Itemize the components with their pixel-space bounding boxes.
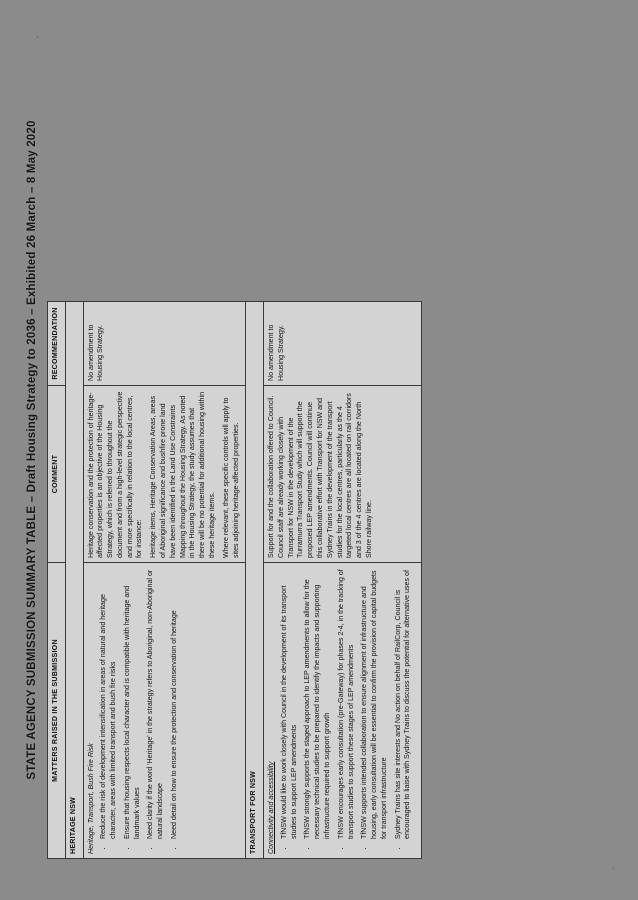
scan-artifact [612,867,614,870]
recommendation-cell-transport-for-nsw: No amendment to Housing Strategy. [263,301,422,386]
list-item: TfNSW supports intended collaboration to… [360,567,389,840]
list-item: Sydney Trains has site interests and No … [394,567,414,840]
comment-paragraph: Heritage items, Heritage Conservation Ar… [149,391,216,558]
agency-topics-heritage-nsw: Heritage, Transport, Bush Fire Risk [86,743,95,854]
list-item: TfNSW would like to work closely with Co… [280,567,300,840]
matters-bullet-list-transport-for-nsw: TfNSW would like to work closely with Co… [280,567,413,854]
state-agency-submission-summary-table: MATTERS RAISED IN THE SUBMISSION COMMENT… [47,301,423,859]
comment-paragraph: Heritage conservation and the protection… [86,391,144,558]
column-header-comment: COMMENT [47,385,66,563]
recommendation-cell-heritage-nsw: No amendment to Housing Strategy. [83,301,246,386]
comment-cell-heritage-nsw: Heritage conservation and the protection… [83,385,246,563]
comment-paragraph: Where relevant, these specific controls … [221,397,240,558]
column-header-matters: MATTERS RAISED IN THE SUBMISSION [47,562,66,859]
section-heading-row: TRANSPORT FOR NSW [245,301,264,859]
list-item: Need clarity if the word 'Heritage' in t… [146,567,166,840]
section-heading-transport-for-nsw: TRANSPORT FOR NSW [245,301,264,859]
comment-paragraph: Support for and the collaboration offere… [267,393,373,558]
matters-cell-heritage-nsw: Heritage, Transport, Bush Fire Risk Redu… [83,562,246,859]
list-item: TfNSW strongly supports the staged appro… [303,567,332,840]
comment-cell-transport-for-nsw: Support for and the collaboration offere… [263,385,422,563]
matters-cell-transport-for-nsw: Connectivity and accessibility TfNSW wou… [263,562,422,859]
matters-bullet-list-heritage-nsw: Reduce the risk of development intensifi… [99,567,179,854]
list-item: TfNSW encourages early consultation (pre… [337,567,357,840]
section-heading-heritage-nsw: HERITAGE NSW [65,301,84,859]
list-item: Reduce the risk of development intensifi… [99,567,119,840]
agency-topics-transport-for-nsw: Connectivity and accessibility [267,761,276,854]
table-row: Heritage, Transport, Bush Fire Risk Redu… [83,301,246,859]
list-item: Ensure that housing respects local chara… [123,567,143,840]
table-row: Connectivity and accessibility TfNSW wou… [263,301,422,859]
column-header-recommendation: RECOMMENDATION [47,301,66,386]
section-heading-row: HERITAGE NSW [65,301,84,859]
document-title: STATE AGENCY SUBMISSION SUMMARY TABLE – … [26,120,38,780]
list-item: Need detail on how to ensure the protect… [170,567,180,840]
table-header-row: MATTERS RAISED IN THE SUBMISSION COMMENT… [47,301,66,859]
scan-artifact [36,36,39,38]
